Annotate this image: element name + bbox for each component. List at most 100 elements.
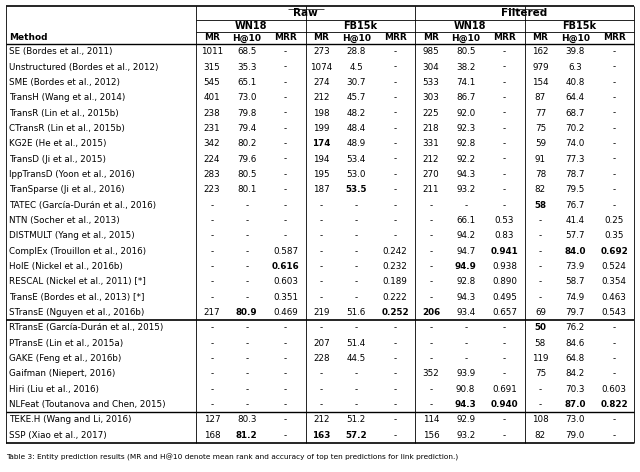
Text: H@10: H@10 (451, 34, 480, 42)
Text: 219: 219 (313, 308, 330, 317)
Text: -: - (284, 323, 287, 332)
Text: 187: 187 (313, 185, 330, 194)
Text: -: - (464, 323, 467, 332)
Text: -: - (284, 216, 287, 225)
Text: -: - (211, 385, 214, 394)
Text: 39.8: 39.8 (566, 47, 585, 56)
Text: -: - (284, 370, 287, 379)
Text: 315: 315 (204, 62, 220, 72)
Text: 270: 270 (422, 170, 439, 179)
Text: 79.6: 79.6 (237, 155, 256, 164)
Text: -: - (612, 370, 616, 379)
Text: 0.25: 0.25 (604, 216, 624, 225)
Text: -: - (320, 231, 323, 240)
Text: 223: 223 (204, 185, 220, 194)
Text: 0.940: 0.940 (491, 400, 518, 409)
Text: -: - (355, 400, 358, 409)
Text: Table 3: Entity prediction results (MR and H@10 denote mean rank and accuracy of: Table 3: Entity prediction results (MR a… (6, 454, 458, 461)
Text: 0.657: 0.657 (492, 308, 517, 317)
Text: -: - (503, 139, 506, 148)
Text: 84.0: 84.0 (564, 247, 586, 256)
Text: -: - (394, 385, 397, 394)
Text: -: - (284, 339, 287, 348)
Text: -: - (612, 93, 616, 102)
Text: -: - (394, 124, 397, 133)
Text: 78: 78 (535, 170, 546, 179)
Text: -: - (503, 47, 506, 56)
Text: -: - (503, 93, 506, 102)
Text: 40.8: 40.8 (566, 78, 585, 87)
Text: CTransR (Lin et al., 2015b): CTransR (Lin et al., 2015b) (9, 124, 125, 133)
Text: 212: 212 (422, 155, 439, 164)
Text: 206: 206 (422, 308, 440, 317)
Text: 84.6: 84.6 (566, 339, 585, 348)
Text: 212: 212 (313, 415, 330, 424)
Text: 217: 217 (204, 308, 220, 317)
Text: 273: 273 (313, 47, 330, 56)
Text: Method: Method (9, 34, 47, 42)
Text: -: - (211, 231, 214, 240)
Text: TransH (Wang et al., 2014): TransH (Wang et al., 2014) (9, 93, 125, 102)
Text: STransE (Nguyen et al., 2016b): STransE (Nguyen et al., 2016b) (9, 308, 145, 317)
Text: -: - (284, 400, 287, 409)
Text: -: - (245, 339, 248, 348)
Text: -: - (211, 247, 214, 256)
Text: 92.2: 92.2 (456, 155, 476, 164)
Text: -: - (355, 323, 358, 332)
Text: 154: 154 (532, 78, 548, 87)
Text: -: - (612, 201, 616, 210)
Text: 80.9: 80.9 (236, 308, 257, 317)
Text: -: - (612, 415, 616, 424)
Text: 0.543: 0.543 (602, 308, 627, 317)
Text: -: - (394, 339, 397, 348)
Text: -: - (503, 339, 506, 348)
Text: WN18: WN18 (234, 21, 267, 31)
Text: 51.2: 51.2 (346, 415, 366, 424)
Text: -: - (320, 370, 323, 379)
Text: 93.9: 93.9 (456, 370, 476, 379)
Text: 0.83: 0.83 (495, 231, 515, 240)
Text: -: - (394, 201, 397, 210)
Text: -: - (355, 247, 358, 256)
Text: -: - (612, 78, 616, 87)
Text: -: - (320, 323, 323, 332)
Text: -: - (211, 216, 214, 225)
Text: 195: 195 (313, 170, 330, 179)
Text: -: - (284, 415, 287, 424)
Text: 28.8: 28.8 (346, 47, 366, 56)
Text: -: - (284, 385, 287, 394)
Text: -: - (284, 354, 287, 363)
Text: 0.941: 0.941 (491, 247, 518, 256)
Text: -: - (503, 415, 506, 424)
Text: -: - (284, 201, 287, 210)
Text: H@10: H@10 (232, 34, 261, 42)
Text: 79.7: 79.7 (566, 308, 585, 317)
Text: 76.7: 76.7 (566, 201, 585, 210)
Text: NLFeat (Toutanova and Chen, 2015): NLFeat (Toutanova and Chen, 2015) (9, 400, 166, 409)
Text: MR: MR (532, 34, 548, 42)
Text: -: - (429, 354, 433, 363)
Text: -: - (464, 354, 467, 363)
Text: 0.222: 0.222 (383, 293, 408, 302)
Text: 4.5: 4.5 (349, 62, 363, 72)
Text: 94.3: 94.3 (455, 400, 477, 409)
Text: 94.2: 94.2 (456, 231, 476, 240)
Text: -: - (503, 431, 506, 440)
Text: TEKE.H (Wang and Li, 2016): TEKE.H (Wang and Li, 2016) (9, 415, 131, 424)
Text: -: - (612, 62, 616, 72)
Text: -: - (503, 170, 506, 179)
Text: -: - (284, 78, 287, 87)
Text: -: - (284, 431, 287, 440)
Text: -: - (612, 124, 616, 133)
Text: MR: MR (423, 34, 439, 42)
Text: 119: 119 (532, 354, 548, 363)
Text: 82: 82 (535, 185, 546, 194)
Text: ComplEx (Trouillon et al., 2016): ComplEx (Trouillon et al., 2016) (9, 247, 146, 256)
Text: 0.354: 0.354 (602, 278, 627, 287)
Text: 194: 194 (313, 155, 330, 164)
Text: 41.4: 41.4 (566, 216, 585, 225)
Text: 0.189: 0.189 (383, 278, 408, 287)
Text: -: - (612, 47, 616, 56)
Text: MR: MR (204, 34, 220, 42)
Text: -: - (320, 400, 323, 409)
